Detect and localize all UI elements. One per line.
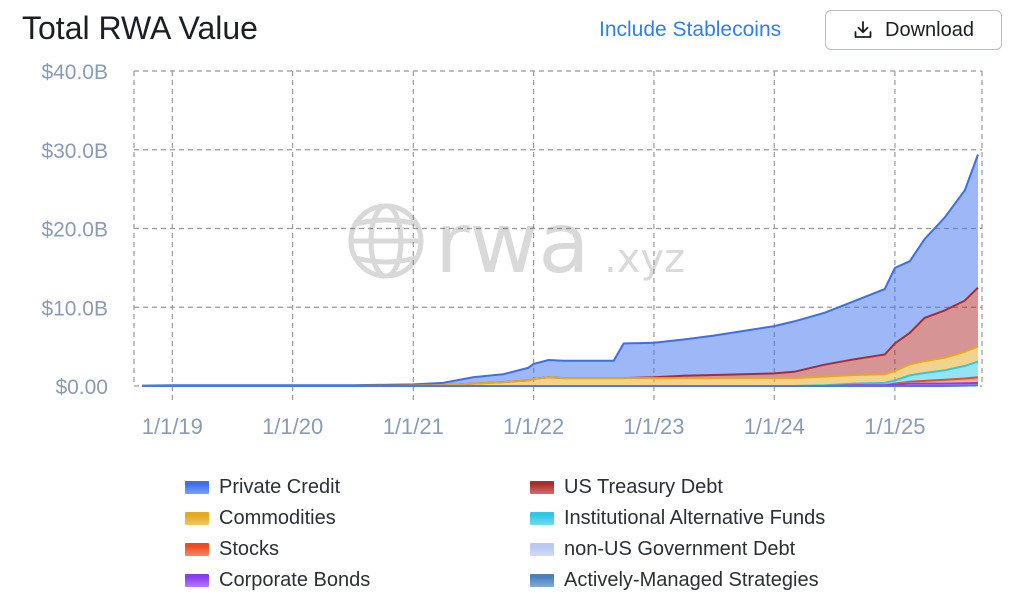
area-private-credit xyxy=(142,154,978,386)
legend-swatch xyxy=(530,512,554,525)
legend-label: non-US Government Debt xyxy=(564,538,796,560)
legend-swatch xyxy=(185,574,209,587)
globe-icon xyxy=(348,203,424,279)
download-icon xyxy=(853,20,873,40)
y-tick-label: $0.00 xyxy=(55,376,108,399)
legend-item[interactable]: Commodities xyxy=(185,507,336,530)
legend-item[interactable]: US Treasury Debt xyxy=(530,476,723,499)
include-stablecoins-toggle[interactable]: Include Stablecoins xyxy=(599,18,782,41)
x-tick-label: 1/1/20 xyxy=(262,414,323,439)
page-title: Total RWA Value xyxy=(22,10,258,46)
legend-swatch xyxy=(185,512,209,525)
x-tick-label: 1/1/19 xyxy=(142,414,203,439)
legend-label: Stocks xyxy=(219,538,280,560)
y-tick-label: $20.0B xyxy=(41,219,108,242)
y-tick-label: $40.0B xyxy=(41,61,108,84)
watermark-text: rwa xyxy=(435,194,590,292)
legend-label: Private Credit xyxy=(219,476,341,498)
legend-item[interactable]: Institutional Alternative Funds xyxy=(530,507,825,530)
legend-swatch xyxy=(530,481,554,494)
legend-swatch xyxy=(185,543,209,556)
x-tick-label: 1/1/23 xyxy=(623,414,684,439)
legend-label: US Treasury Debt xyxy=(564,476,723,498)
y-tick-label: $30.0B xyxy=(41,140,108,163)
legend-swatch xyxy=(530,574,554,587)
y-tick-label: $10.0B xyxy=(41,297,108,320)
x-tick-label: 1/1/22 xyxy=(503,414,564,439)
x-tick-label: 1/1/24 xyxy=(744,414,805,439)
watermark-suffix: .xyz xyxy=(604,236,685,282)
legend-item[interactable]: Actively-Managed Strategies xyxy=(530,569,819,592)
download-label: Download xyxy=(885,18,974,41)
x-tick-label: 1/1/25 xyxy=(864,414,925,439)
x-tick-label: 1/1/21 xyxy=(383,414,444,439)
watermark: rwa .xyz xyxy=(348,194,685,292)
line-private-credit xyxy=(141,154,979,387)
legend-swatch xyxy=(530,543,554,556)
legend-label: Corporate Bonds xyxy=(219,569,371,591)
legend-item[interactable]: Stocks xyxy=(185,538,279,561)
legend-label: Institutional Alternative Funds xyxy=(564,507,826,529)
legend-label: Actively-Managed Strategies xyxy=(564,569,819,591)
legend-label: Commodities xyxy=(219,507,336,529)
legend-item[interactable]: non-US Government Debt xyxy=(530,538,795,561)
legend-swatch xyxy=(185,481,209,494)
line-actively-managed-strategies xyxy=(142,384,979,387)
download-button[interactable]: Download xyxy=(825,10,1002,50)
legend-item[interactable]: Private Credit xyxy=(185,476,340,499)
legend-item[interactable]: Corporate Bonds xyxy=(185,569,370,592)
